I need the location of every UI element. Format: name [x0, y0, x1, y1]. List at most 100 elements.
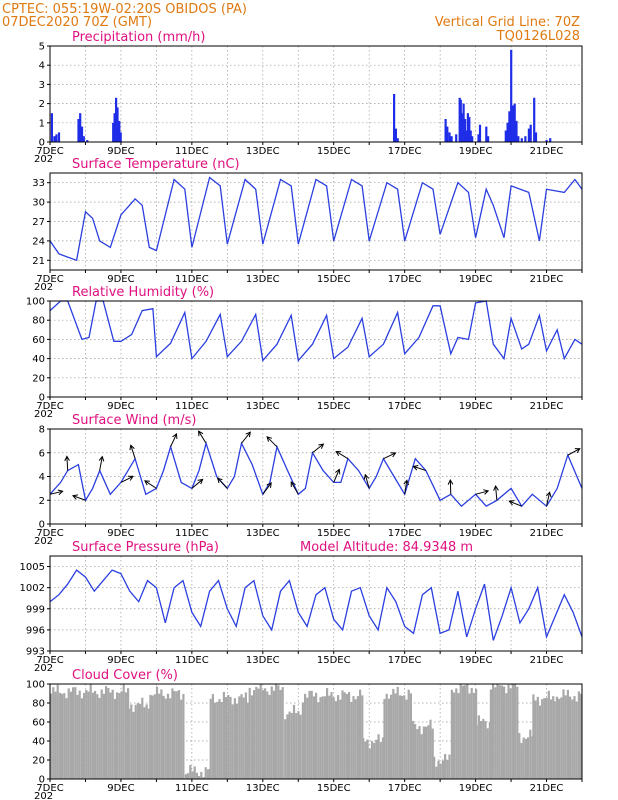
- cloud-bar: [56, 684, 59, 779]
- cloud-bar: [275, 684, 278, 779]
- cloud-bar: [177, 690, 181, 779]
- cloud-bar: [236, 703, 239, 779]
- cloud-bar: [431, 728, 434, 779]
- wind-arrow-shaft: [241, 431, 251, 444]
- wind-arrow-head: [172, 432, 178, 439]
- precip-xtick-label: 19DEC: [459, 146, 493, 157]
- cloud-bar: [321, 696, 324, 779]
- cloud-bar: [323, 696, 326, 779]
- precip-xtick-label: 11DEC: [175, 146, 209, 157]
- cloud-bar: [444, 754, 447, 779]
- wind-arrow-shaft: [364, 474, 370, 489]
- cloud-bar: [240, 694, 243, 779]
- cloud-bar: [466, 684, 469, 779]
- temp-ytick-label: 33: [32, 178, 45, 189]
- cloud-bar: [171, 688, 174, 779]
- temp-xtick-label: 7DEC: [36, 274, 63, 285]
- precip-bar: [549, 138, 552, 142]
- precip-bar: [394, 128, 397, 142]
- cloud-bar: [204, 767, 207, 779]
- cloud-ytick-label: 60: [32, 718, 45, 729]
- temp-xtick-label: 17DEC: [388, 274, 422, 285]
- wind-xtick-label: 11DEC: [175, 528, 209, 539]
- cloud-bar: [498, 685, 501, 779]
- cloud-ytick-label: 100: [26, 680, 45, 691]
- cloud-bar: [394, 693, 397, 779]
- cloud-xtick-label: 7DEC: [36, 783, 63, 794]
- wind-arrow-shaft: [383, 452, 396, 460]
- cloud-bar: [573, 696, 576, 779]
- wind-arrow-head: [266, 436, 273, 442]
- rh-xtick-label: 7DEC: [36, 401, 63, 412]
- cloud-bar: [392, 688, 395, 779]
- wind-arrow-head: [318, 443, 325, 449]
- wind-arrow-shaft: [404, 480, 408, 495]
- precip-ytick-label: 5: [39, 42, 45, 53]
- cloud-bar: [306, 697, 309, 779]
- cloud-bar: [107, 688, 110, 779]
- pres-frame: [49, 555, 583, 652]
- cloud-bar: [193, 766, 196, 779]
- cloud-bar: [136, 703, 139, 779]
- wind-arrow-head: [57, 489, 64, 496]
- cloud-bar: [356, 696, 359, 779]
- cloud-bar: [85, 690, 88, 779]
- cloud-bar: [401, 695, 404, 779]
- precip-bar: [115, 97, 118, 142]
- wind-arrow-head: [197, 478, 204, 485]
- temp-xtick-label: 13DEC: [246, 274, 280, 285]
- cloud-bar: [577, 691, 580, 779]
- cloud-bar: [379, 741, 382, 779]
- cloud-bar: [370, 741, 374, 779]
- rh-xtick-label: 9DEC: [107, 401, 134, 412]
- precip-xtick-label: 13DEC: [246, 146, 280, 157]
- wind-arrow-head: [98, 455, 105, 462]
- cloud-bar: [441, 760, 444, 779]
- cloud-bar: [132, 711, 135, 779]
- precip-frame: [49, 45, 583, 143]
- wind-arrow-head: [129, 444, 135, 451]
- wind-arrow-head: [127, 475, 134, 481]
- cloud-bar: [420, 734, 423, 779]
- wind-arrow-shaft: [198, 430, 207, 444]
- cloud-bar: [63, 693, 66, 779]
- cloud-bar: [277, 685, 280, 779]
- cloud-bar: [435, 766, 438, 779]
- rh-series-line: [49, 300, 583, 362]
- cloud-xtick-label: 13DEC: [246, 783, 280, 794]
- pres-xtick-label: 11DEC: [175, 655, 209, 666]
- wind-arrow-shaft: [546, 492, 551, 507]
- cloud-bar: [102, 693, 105, 779]
- cloud-bar: [509, 688, 512, 779]
- precip-xtick-label: 7DEC: [36, 146, 63, 157]
- precip-bar: [515, 120, 518, 142]
- cloud-bar: [78, 690, 81, 779]
- cloud-bar: [553, 701, 556, 779]
- cloud-bar: [130, 704, 133, 779]
- cloud-bar: [218, 699, 221, 779]
- cloud-bar: [214, 702, 217, 779]
- cloud-bar: [227, 695, 230, 779]
- header-grid-line: Vertical Grid Line: 70Z: [435, 15, 580, 30]
- wind-arrow-head: [216, 477, 223, 484]
- precip-xtick-label: 15DEC: [317, 146, 351, 157]
- cloud-bar: [169, 698, 172, 779]
- rh-ytick-label: 80: [32, 316, 45, 327]
- cloud-xtick-label: 21DEC: [530, 783, 564, 794]
- cloud-bar: [328, 695, 331, 779]
- rh-xtick-label: 15DEC: [317, 401, 351, 412]
- precip-bar: [513, 103, 516, 142]
- cloud-bar: [484, 721, 487, 779]
- cloud-bar: [158, 693, 161, 779]
- cloud-bar: [233, 698, 236, 779]
- cloud-bar: [151, 695, 154, 779]
- cloud-bar: [297, 711, 300, 779]
- cloud-bar: [496, 684, 499, 779]
- wind-arrow-head: [390, 452, 397, 458]
- cloud-xtick-label: 17DEC: [388, 783, 422, 794]
- wind-arrow-shaft: [413, 465, 427, 472]
- cloud-bar: [145, 704, 148, 779]
- precip-bar: [545, 140, 548, 142]
- wind-ytick-label: 6: [39, 448, 45, 459]
- cloud-bar: [216, 701, 219, 779]
